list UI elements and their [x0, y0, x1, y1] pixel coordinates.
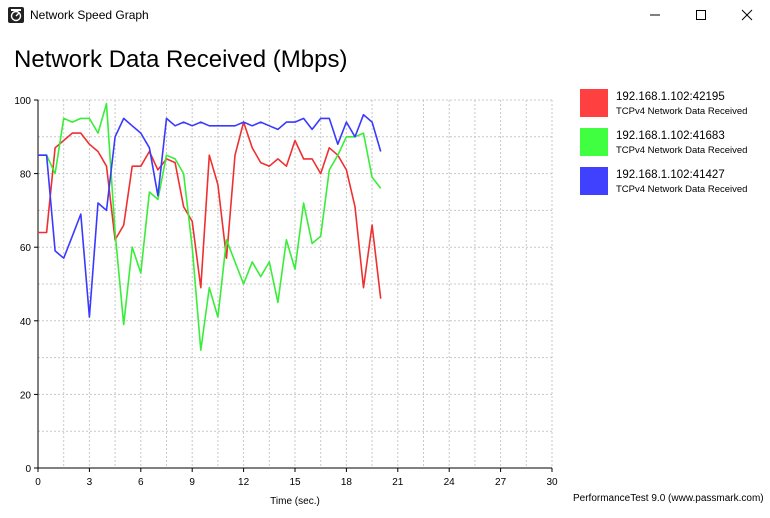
x-tick-label: 21	[392, 477, 404, 488]
legend-item: 192.168.1.102:42195 TCPv4 Network Data Re…	[580, 89, 765, 127]
legend-series-subtitle: TCPv4 Network Data Received	[616, 106, 748, 117]
legend-series-name: 192.168.1.102:42195	[616, 91, 725, 103]
x-tick-label: 18	[341, 477, 353, 488]
maximize-button[interactable]	[678, 0, 724, 30]
x-tick-label: 15	[289, 477, 301, 488]
window-title: Network Speed Graph	[30, 8, 149, 22]
legend-series-name: 192.168.1.102:41683	[616, 130, 725, 142]
legend-series-name: 192.168.1.102:41427	[616, 169, 725, 181]
close-button[interactable]	[724, 0, 770, 30]
legend-swatch	[580, 89, 608, 117]
x-tick-label: 30	[546, 477, 558, 488]
series-line	[38, 121, 382, 299]
y-tick-label: 40	[20, 317, 32, 328]
page-title: Network Data Received (Mbps)	[14, 46, 348, 73]
title-bar: Network Speed Graph	[0, 0, 770, 30]
x-tick-label: 24	[444, 477, 456, 488]
chart-legend: 192.168.1.102:42195 TCPv4 Network Data Re…	[580, 89, 765, 206]
series-line	[38, 102, 382, 352]
x-tick-label: 0	[35, 477, 41, 488]
legend-swatch	[580, 128, 608, 156]
legend-series-subtitle: TCPv4 Network Data Received	[616, 145, 748, 156]
network-graph-icon	[8, 7, 24, 23]
legend-swatch	[580, 167, 608, 195]
y-tick-label: 20	[20, 390, 32, 401]
legend-item: 192.168.1.102:41683 TCPv4 Network Data Re…	[580, 128, 765, 166]
network-speed-chart: 0 20 40 60 80 100 0 3 6 9 12 15 18 21 24 27 30 Time (sec.…	[14, 96, 558, 507]
y-tick-label: 60	[20, 243, 32, 254]
x-axis-label: Time (sec.)	[270, 496, 320, 507]
x-tick-label: 27	[495, 477, 507, 488]
x-tick-label: 3	[87, 477, 93, 488]
y-tick-label: 80	[20, 170, 32, 181]
x-tick-label: 12	[238, 477, 250, 488]
maximize-icon	[696, 10, 706, 20]
x-tick-label: 9	[189, 477, 195, 488]
footer-credit: PerformanceTest 9.0 (www.passmark.com)	[573, 493, 764, 504]
minimize-button[interactable]	[632, 0, 678, 30]
series-line	[38, 113, 382, 318]
y-tick-label: 0	[25, 464, 31, 475]
legend-series-subtitle: TCPv4 Network Data Received	[616, 184, 748, 195]
x-tick-label: 6	[138, 477, 144, 488]
close-icon	[741, 9, 753, 21]
minimize-icon	[650, 14, 660, 16]
y-tick-label: 100	[14, 96, 31, 107]
legend-item: 192.168.1.102:41427 TCPv4 Network Data Re…	[580, 167, 765, 205]
